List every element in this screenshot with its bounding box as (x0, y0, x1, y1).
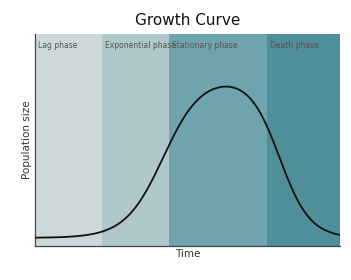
Text: Exponential phase: Exponential phase (105, 41, 176, 50)
Bar (170, 34, 267, 246)
Bar (102, 34, 170, 246)
Bar (35, 34, 102, 246)
Text: Stationary phase: Stationary phase (172, 41, 237, 50)
Text: Lag phase: Lag phase (38, 41, 77, 50)
Y-axis label: Population size: Population size (22, 101, 32, 179)
X-axis label: Time: Time (175, 249, 200, 259)
Text: Death phase: Death phase (270, 41, 318, 50)
Bar (267, 34, 340, 246)
Title: Growth Curve: Growth Curve (135, 13, 240, 28)
